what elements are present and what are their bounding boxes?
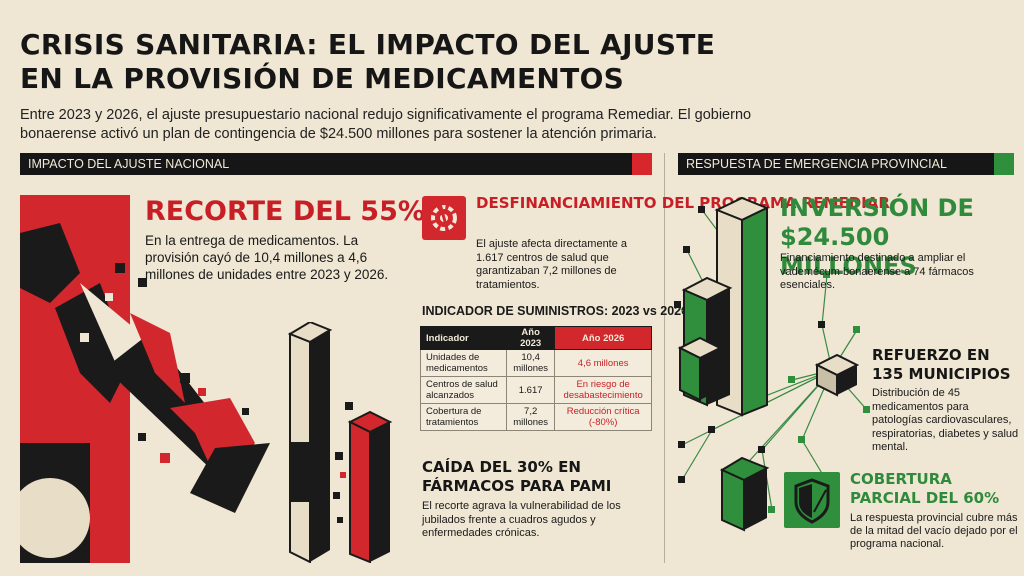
section-label-national: IMPACTO DEL AJUSTE NACIONAL [28, 157, 230, 171]
table-header-cell: Año 2023 [505, 326, 556, 350]
rising-blocks-network-illustration [674, 196, 870, 532]
green-accent-chip [994, 153, 1014, 175]
table-header-cell: Indicador [420, 326, 507, 350]
recorte-description: En la entrega de medicamentos. La provis… [145, 233, 389, 282]
indicator-table: Indicador Año 2023 Año 2026 Unidades de … [420, 326, 652, 431]
desfinanciamiento-description: El ajuste afecta directamente a 1.617 ce… [476, 238, 628, 291]
section-header-national: IMPACTO DEL AJUSTE NACIONAL [20, 153, 652, 175]
pami-heading: CAÍDA DEL 30% EN FÁRMACOS PARA PAMI [422, 458, 612, 495]
cobertura-description: La respuesta provincial cubre más de la … [850, 512, 1018, 550]
table-row: Unidades de medicamentos 10,4 millones 4… [420, 349, 652, 377]
shield-icon [784, 472, 840, 528]
table-cell-indicator: Cobertura de tratamientos [420, 403, 507, 431]
table-cell-2023: 7,2 millones [505, 403, 556, 431]
page-title: CRISIS SANITARIA: EL IMPACTO DEL AJUSTE … [20, 28, 716, 95]
indicator-table-title: INDICADOR DE SUMINISTROS: 2023 vs 2026 [422, 304, 689, 318]
inversion-description: Financiamiento destinado a ampliar el va… [780, 252, 974, 291]
table-cell-indicator: Centros de salud alcanzados [420, 376, 507, 404]
section-divider [664, 153, 665, 563]
table-cell-2023: 10,4 millones [505, 349, 556, 377]
refuerzo-heading: REFUERZO EN 135 MUNICIPIOS [872, 346, 1011, 383]
recorte-heading: RECORTE DEL 55% [145, 196, 425, 227]
pami-description: El recorte agrava la vulnerabilidad de l… [422, 500, 621, 539]
section-label-provincial: RESPUESTA DE EMERGENCIA PROVINCIAL [686, 157, 947, 171]
red-accent-chip [632, 153, 652, 175]
broken-gear-icon [422, 196, 466, 240]
refuerzo-description: Distribución de 45 medicamentos para pat… [872, 387, 1019, 453]
table-cell-2026: 4,6 millones [554, 349, 652, 377]
table-cell-2026: En riesgo de desabastecimiento [554, 376, 652, 404]
page-subtitle: Entre 2023 y 2026, el ajuste presupuesta… [20, 107, 752, 142]
table-cell-2023: 1.617 [505, 376, 556, 404]
table-cell-2026: Reducción crítica (-80%) [554, 403, 652, 431]
inversion-heading: INVERSIÓN DE $24.500 MILLONES [780, 194, 974, 280]
table-row: Centros de salud alcanzados 1.617 En rie… [420, 376, 652, 404]
table-header-row: Indicador Año 2023 Año 2026 [420, 326, 652, 350]
falling-arrow-illustration [20, 195, 270, 563]
table-row: Cobertura de tratamientos 7,2 millones R… [420, 403, 652, 431]
cobertura-heading: COBERTURA PARCIAL DEL 60% [850, 470, 1000, 507]
section-header-provincial: RESPUESTA DE EMERGENCIA PROVINCIAL [678, 153, 1014, 175]
crumbling-columns-illustration [287, 322, 393, 563]
desfinanciamiento-heading: DESFINANCIAMIENTO DEL PROGRAMA REMEDIAR [476, 194, 890, 212]
table-cell-indicator: Unidades de medicamentos [420, 349, 507, 377]
table-header-cell: Año 2026 [554, 326, 652, 350]
